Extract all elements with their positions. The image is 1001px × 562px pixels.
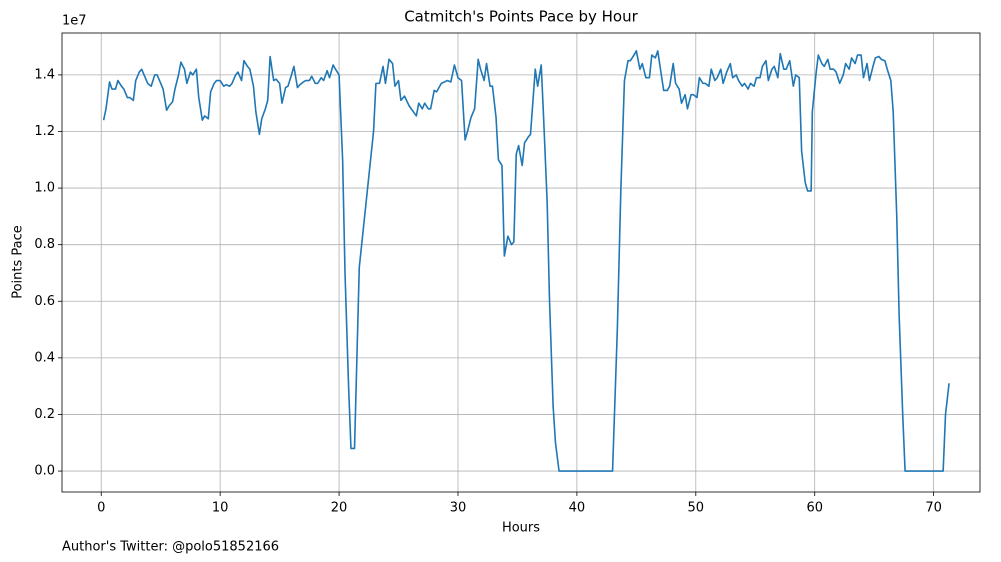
x-tick-label: 50: [688, 501, 705, 516]
x-tick-label: 10: [212, 501, 229, 516]
y-tick-label: 0.2: [34, 407, 55, 422]
y-exponent: 1e7: [62, 14, 87, 29]
data-line: [102, 50, 950, 472]
y-tick-label: 1.4: [34, 67, 55, 82]
x-tick-label: 40: [569, 501, 586, 516]
chart-title: Catmitch's Points Pace by Hour: [404, 8, 638, 26]
y-tick-label: 0.6: [34, 294, 55, 309]
x-tick-label: 20: [331, 501, 348, 516]
y-tick-label: 0.4: [34, 350, 55, 365]
y-tick-label: 1.0: [34, 181, 55, 196]
x-tick-label: 0: [97, 501, 105, 516]
y-tick-label: 1.2: [34, 124, 55, 139]
axes-frame: [61, 32, 981, 493]
y-axis-label: Points Pace: [11, 225, 26, 299]
x-tick-label: 30: [450, 501, 467, 516]
x-axis-label: Hours: [502, 521, 540, 536]
x-tick-label: 60: [806, 501, 823, 516]
y-tick-label: 0.0: [34, 464, 55, 479]
grid-layer: [62, 33, 980, 492]
plot-layer: [102, 50, 950, 472]
x-tick-label: 70: [925, 501, 942, 516]
y-tick-label: 0.8: [34, 237, 55, 252]
annotation: Author's Twitter: @polo51852166: [62, 540, 279, 555]
